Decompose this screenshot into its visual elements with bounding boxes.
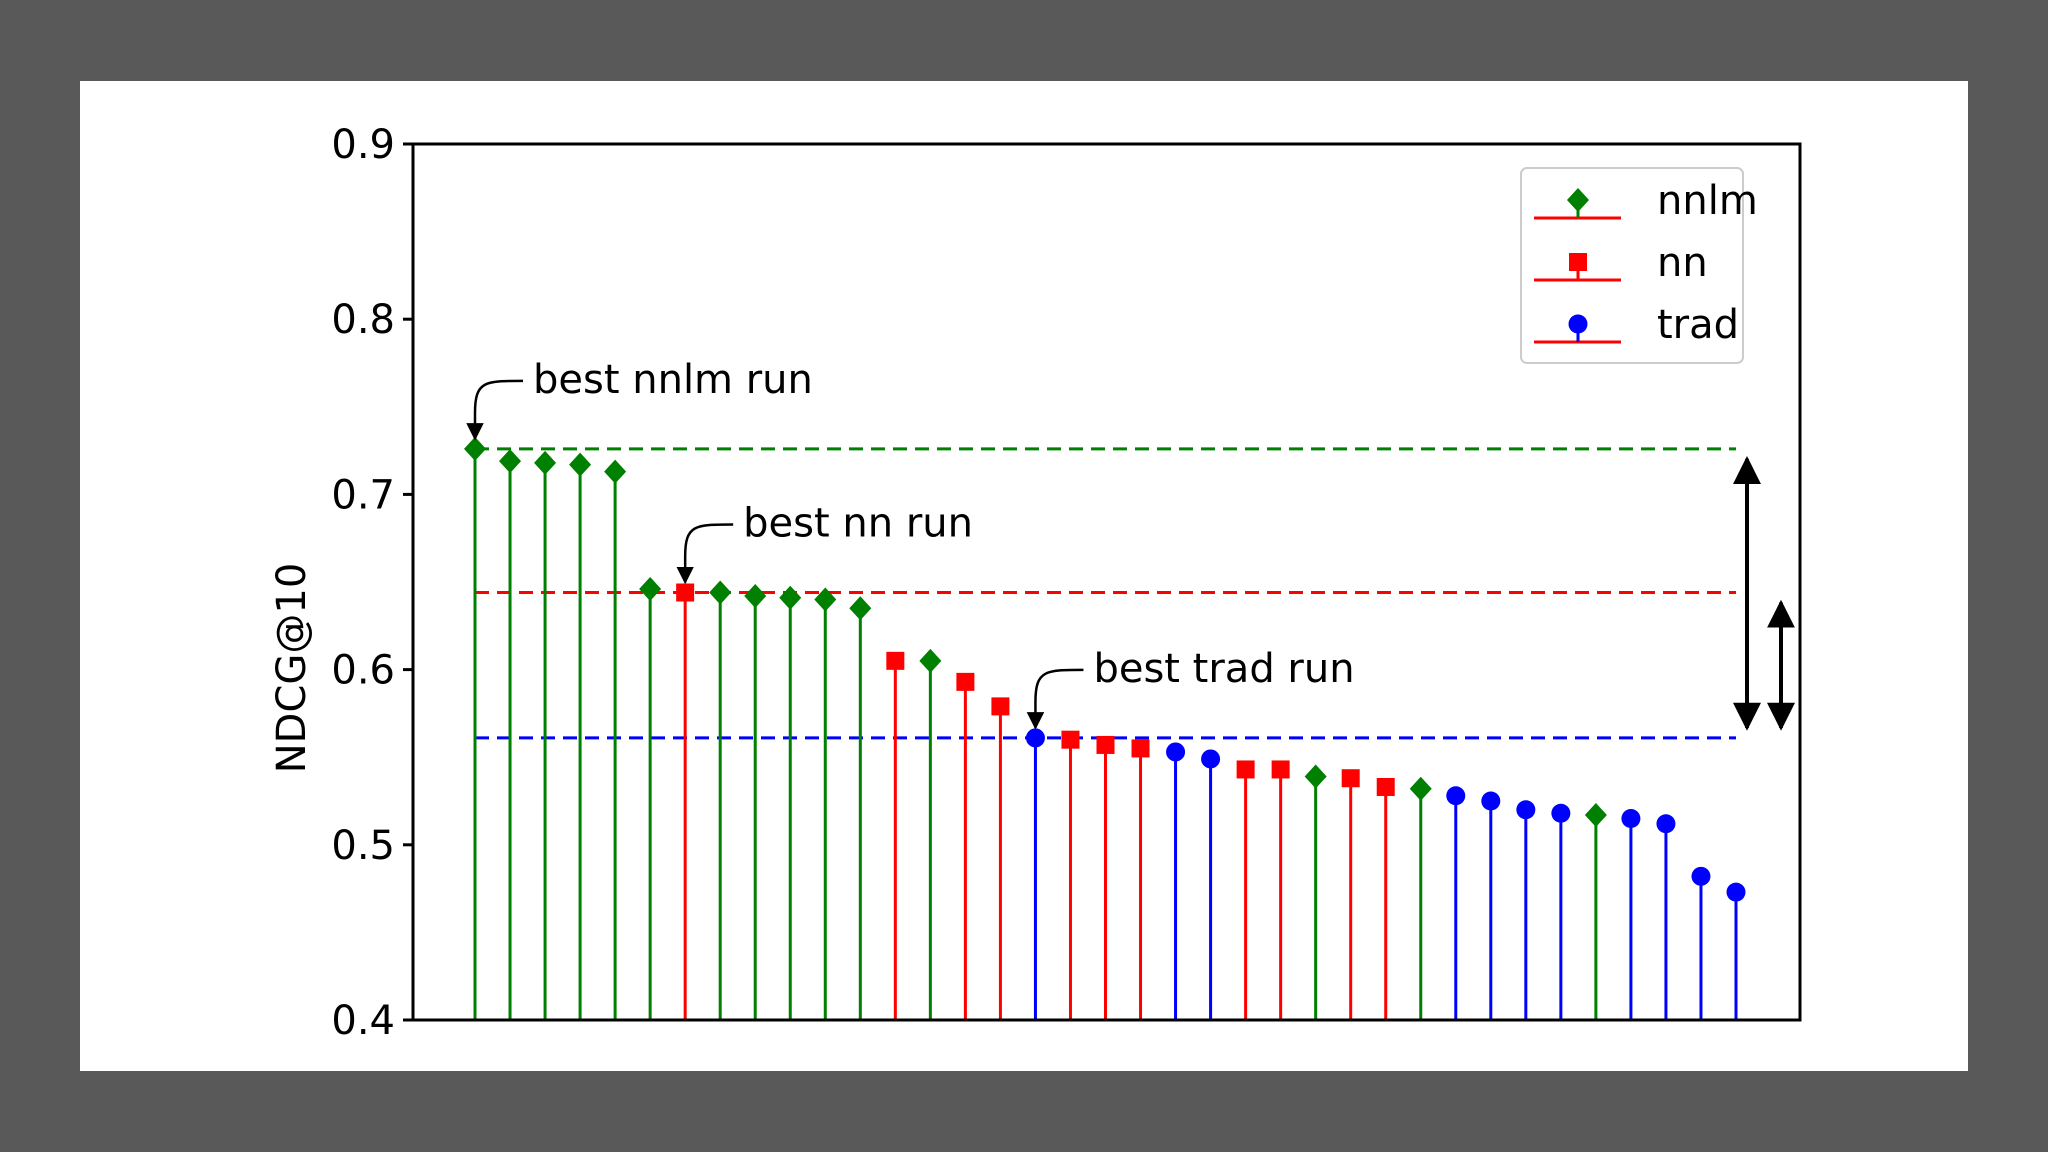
data-point-nnlm xyxy=(1584,803,1607,828)
data-point-nnlm xyxy=(639,577,662,602)
data-point-trad xyxy=(1516,800,1536,820)
data-point-trad xyxy=(1551,803,1571,823)
data-point-nnlm xyxy=(569,452,592,477)
annotation-arrow xyxy=(676,523,734,585)
annotation-arrow xyxy=(466,379,524,441)
data-point-nnlm xyxy=(534,450,557,475)
y-tick-label: 0.9 xyxy=(331,122,395,168)
data-point-trad xyxy=(1656,814,1676,834)
data-point-nn xyxy=(676,583,695,602)
annotations: best nnlm run best nn run best trad run xyxy=(466,357,1355,730)
stem-lines xyxy=(473,448,1738,1020)
legend-label-nn: nn xyxy=(1657,240,1708,286)
data-point-trad xyxy=(1446,786,1466,806)
legend-label-trad: trad xyxy=(1657,302,1739,348)
data-point-nn xyxy=(1376,777,1395,796)
data-point-nn xyxy=(1341,769,1360,788)
y-tick-label: 0.7 xyxy=(331,472,395,518)
annotation-arrow xyxy=(1026,668,1084,730)
y-tick-label: 0.5 xyxy=(331,823,395,869)
annotation-label: best trad run xyxy=(1093,646,1354,692)
data-point-trad xyxy=(1201,749,1221,769)
y-tick-label: 0.6 xyxy=(331,648,395,694)
gap-arrows xyxy=(1733,456,1795,731)
data-point-nn xyxy=(1061,730,1080,749)
data-point-nn xyxy=(1131,739,1150,758)
axes: 0.4 0.5 0.6 0.7 0.8 0.9 xyxy=(331,122,1802,1044)
legend-marker-trad xyxy=(1568,314,1588,334)
data-point-nn xyxy=(1096,735,1115,754)
data-point-nnlm xyxy=(709,580,732,605)
legend-marker-nn xyxy=(1569,253,1587,271)
data-point-nn xyxy=(1236,760,1255,779)
data-point-nnlm xyxy=(919,648,942,673)
data-point-nnlm xyxy=(499,449,522,474)
data-point-trad xyxy=(1621,809,1641,829)
data-point-nnlm xyxy=(849,596,872,621)
y-tick-label: 0.8 xyxy=(331,297,395,343)
data-point-trad xyxy=(1166,742,1186,762)
annotation-label: best nnlm run xyxy=(533,357,813,403)
legend-marker-nnlm xyxy=(1567,188,1589,212)
ndcg-stem-chart: best nnlm run best nn run best trad run 0.… xyxy=(269,122,1802,1044)
data-point-trad xyxy=(1481,791,1501,811)
y-axis-title: NDCG@10 xyxy=(269,563,315,774)
data-point-nn xyxy=(886,651,905,670)
plot-frame xyxy=(411,142,1802,1022)
chart-card: best nnlm run best nn run best trad run 0.… xyxy=(80,81,1968,1071)
legend-label-nnlm: nnlm xyxy=(1657,178,1758,224)
legend: nnlm nn trad xyxy=(1520,167,1758,364)
data-point-nn xyxy=(991,697,1010,716)
data-point-nnlm xyxy=(779,585,802,610)
data-point-nnlm xyxy=(1304,764,1327,789)
data-point-nn xyxy=(956,672,975,691)
data-markers xyxy=(464,436,1746,902)
data-point-trad xyxy=(1691,866,1711,886)
data-point-nnlm xyxy=(604,459,627,484)
data-point-nnlm xyxy=(1409,776,1432,801)
data-point-trad xyxy=(1726,882,1746,902)
data-point-nnlm xyxy=(464,436,486,461)
y-tick-label: 0.4 xyxy=(331,998,395,1044)
data-point-nnlm xyxy=(814,587,837,612)
data-point-nn xyxy=(1271,760,1290,779)
annotation-label: best nn run xyxy=(743,501,973,547)
data-point-trad xyxy=(1025,728,1045,748)
data-point-nnlm xyxy=(744,584,767,609)
reference-lines xyxy=(475,447,1736,740)
